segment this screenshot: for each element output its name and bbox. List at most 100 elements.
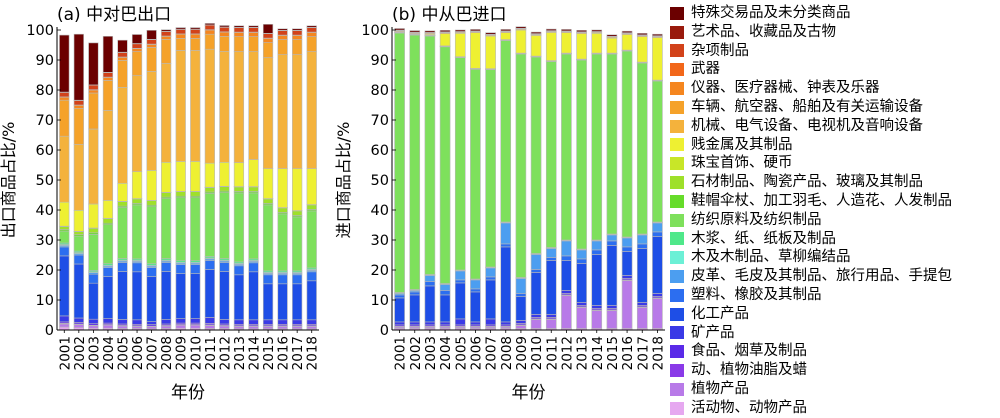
bar-segment <box>103 325 113 328</box>
bar-segment <box>103 80 113 110</box>
bar-segment <box>161 39 171 63</box>
legend-swatch <box>670 63 684 76</box>
y-tick-label: 70 <box>371 113 389 129</box>
bar-segment <box>59 35 69 92</box>
legend-label: 艺术品、收藏品及古物 <box>691 23 836 42</box>
bar-2014 <box>592 30 602 330</box>
legend-swatch <box>670 120 684 133</box>
bar-2012 <box>220 26 230 331</box>
legend-item: 动、植物油脂及蜡 <box>670 361 1000 380</box>
bar-segment <box>470 289 480 292</box>
legend-swatch <box>670 345 684 358</box>
legend-label: 石材制品、陶瓷产品、玻璃及其制品 <box>691 173 923 192</box>
bar-segment <box>395 298 405 322</box>
bar-segment <box>410 292 420 295</box>
bar-segment <box>546 62 556 248</box>
x-tick-label: 2004 <box>438 336 454 370</box>
bar-segment <box>292 169 302 211</box>
bar-segment <box>205 23 215 25</box>
bar-segment <box>59 136 69 202</box>
bar-segment <box>278 326 288 328</box>
x-tick-label: 2015 <box>605 336 621 370</box>
bar-segment <box>622 275 632 278</box>
legend-item: 珠宝首饰、硬币 <box>670 154 1000 173</box>
bar-segment <box>190 28 200 30</box>
bar-segment <box>263 275 273 284</box>
bar-segment <box>531 320 541 329</box>
x-tick-label: 2010 <box>529 336 545 370</box>
bar-segment <box>516 293 526 296</box>
bar-segment <box>607 305 617 308</box>
bar-segment <box>132 52 142 76</box>
bar-segment <box>455 280 465 283</box>
bar-segment <box>103 319 113 324</box>
legend-swatch <box>670 44 684 57</box>
bar-segment <box>470 292 480 322</box>
bar-segment <box>249 160 259 187</box>
bar-segment <box>59 247 69 256</box>
bar-segment <box>74 101 84 106</box>
bar-segment <box>292 275 302 284</box>
y-tick-label: 40 <box>36 203 54 219</box>
legend-swatch <box>670 195 684 208</box>
bar-segment <box>607 35 617 37</box>
bar-2006 <box>470 29 480 330</box>
legend-swatch <box>670 364 684 377</box>
bar-segment <box>176 325 186 328</box>
y-tick-label: 40 <box>371 203 389 219</box>
bar-segment <box>637 302 647 305</box>
bar-segment <box>278 214 288 271</box>
bar-segment <box>516 320 526 323</box>
bar-segment <box>176 198 186 261</box>
bar-segment <box>577 263 587 302</box>
x-tick-label: 2001 <box>393 336 409 370</box>
bar-segment <box>561 290 571 293</box>
bar-segment <box>278 320 288 325</box>
bar-segment <box>652 223 662 232</box>
bar-segment <box>592 254 602 305</box>
y-tick-label: 90 <box>36 53 54 69</box>
bar-segment <box>577 302 587 305</box>
bar-2007 <box>486 33 496 330</box>
bar-segment <box>637 308 647 329</box>
bar-2005 <box>455 30 465 330</box>
bar-segment <box>220 162 230 186</box>
bar-2011 <box>546 29 556 330</box>
bar-segment <box>190 325 200 328</box>
bar-segment <box>592 305 602 308</box>
bar-segment <box>249 326 259 328</box>
bar-segment <box>205 260 215 269</box>
bar-2001 <box>59 35 69 330</box>
bar-segment <box>161 193 171 198</box>
bar-2013 <box>234 26 244 330</box>
bar-segment <box>132 199 142 204</box>
bar-segment <box>637 37 647 63</box>
bar-segment <box>307 272 317 281</box>
bar-segment <box>516 296 526 320</box>
bar-segment <box>546 314 556 317</box>
bar-segment <box>592 311 602 329</box>
bar-segment <box>410 31 420 32</box>
legend-swatch <box>670 157 684 170</box>
bar-segment <box>292 40 302 55</box>
bar-segment <box>501 244 511 247</box>
bar-segment <box>486 319 496 325</box>
bar-segment <box>292 35 302 39</box>
bar-segment <box>132 172 142 199</box>
bar-segment <box>147 47 157 71</box>
bar-segment <box>546 32 556 60</box>
y-tick-label: 0 <box>380 323 389 339</box>
legend-item: 杂项制品 <box>670 42 1000 61</box>
bar-segment <box>607 38 617 53</box>
bar-segment <box>652 38 662 81</box>
legend-swatch <box>670 26 684 39</box>
bar-2017 <box>292 29 302 330</box>
x-tick-label: 2012 <box>559 336 575 370</box>
bar-2009 <box>516 27 526 330</box>
bar-segment <box>59 256 69 316</box>
bar-segment <box>74 318 84 323</box>
bar-segment <box>59 231 69 243</box>
bar-segment <box>455 58 465 270</box>
bar-segment <box>470 33 480 69</box>
x-tick-label: 2009 <box>514 336 530 370</box>
